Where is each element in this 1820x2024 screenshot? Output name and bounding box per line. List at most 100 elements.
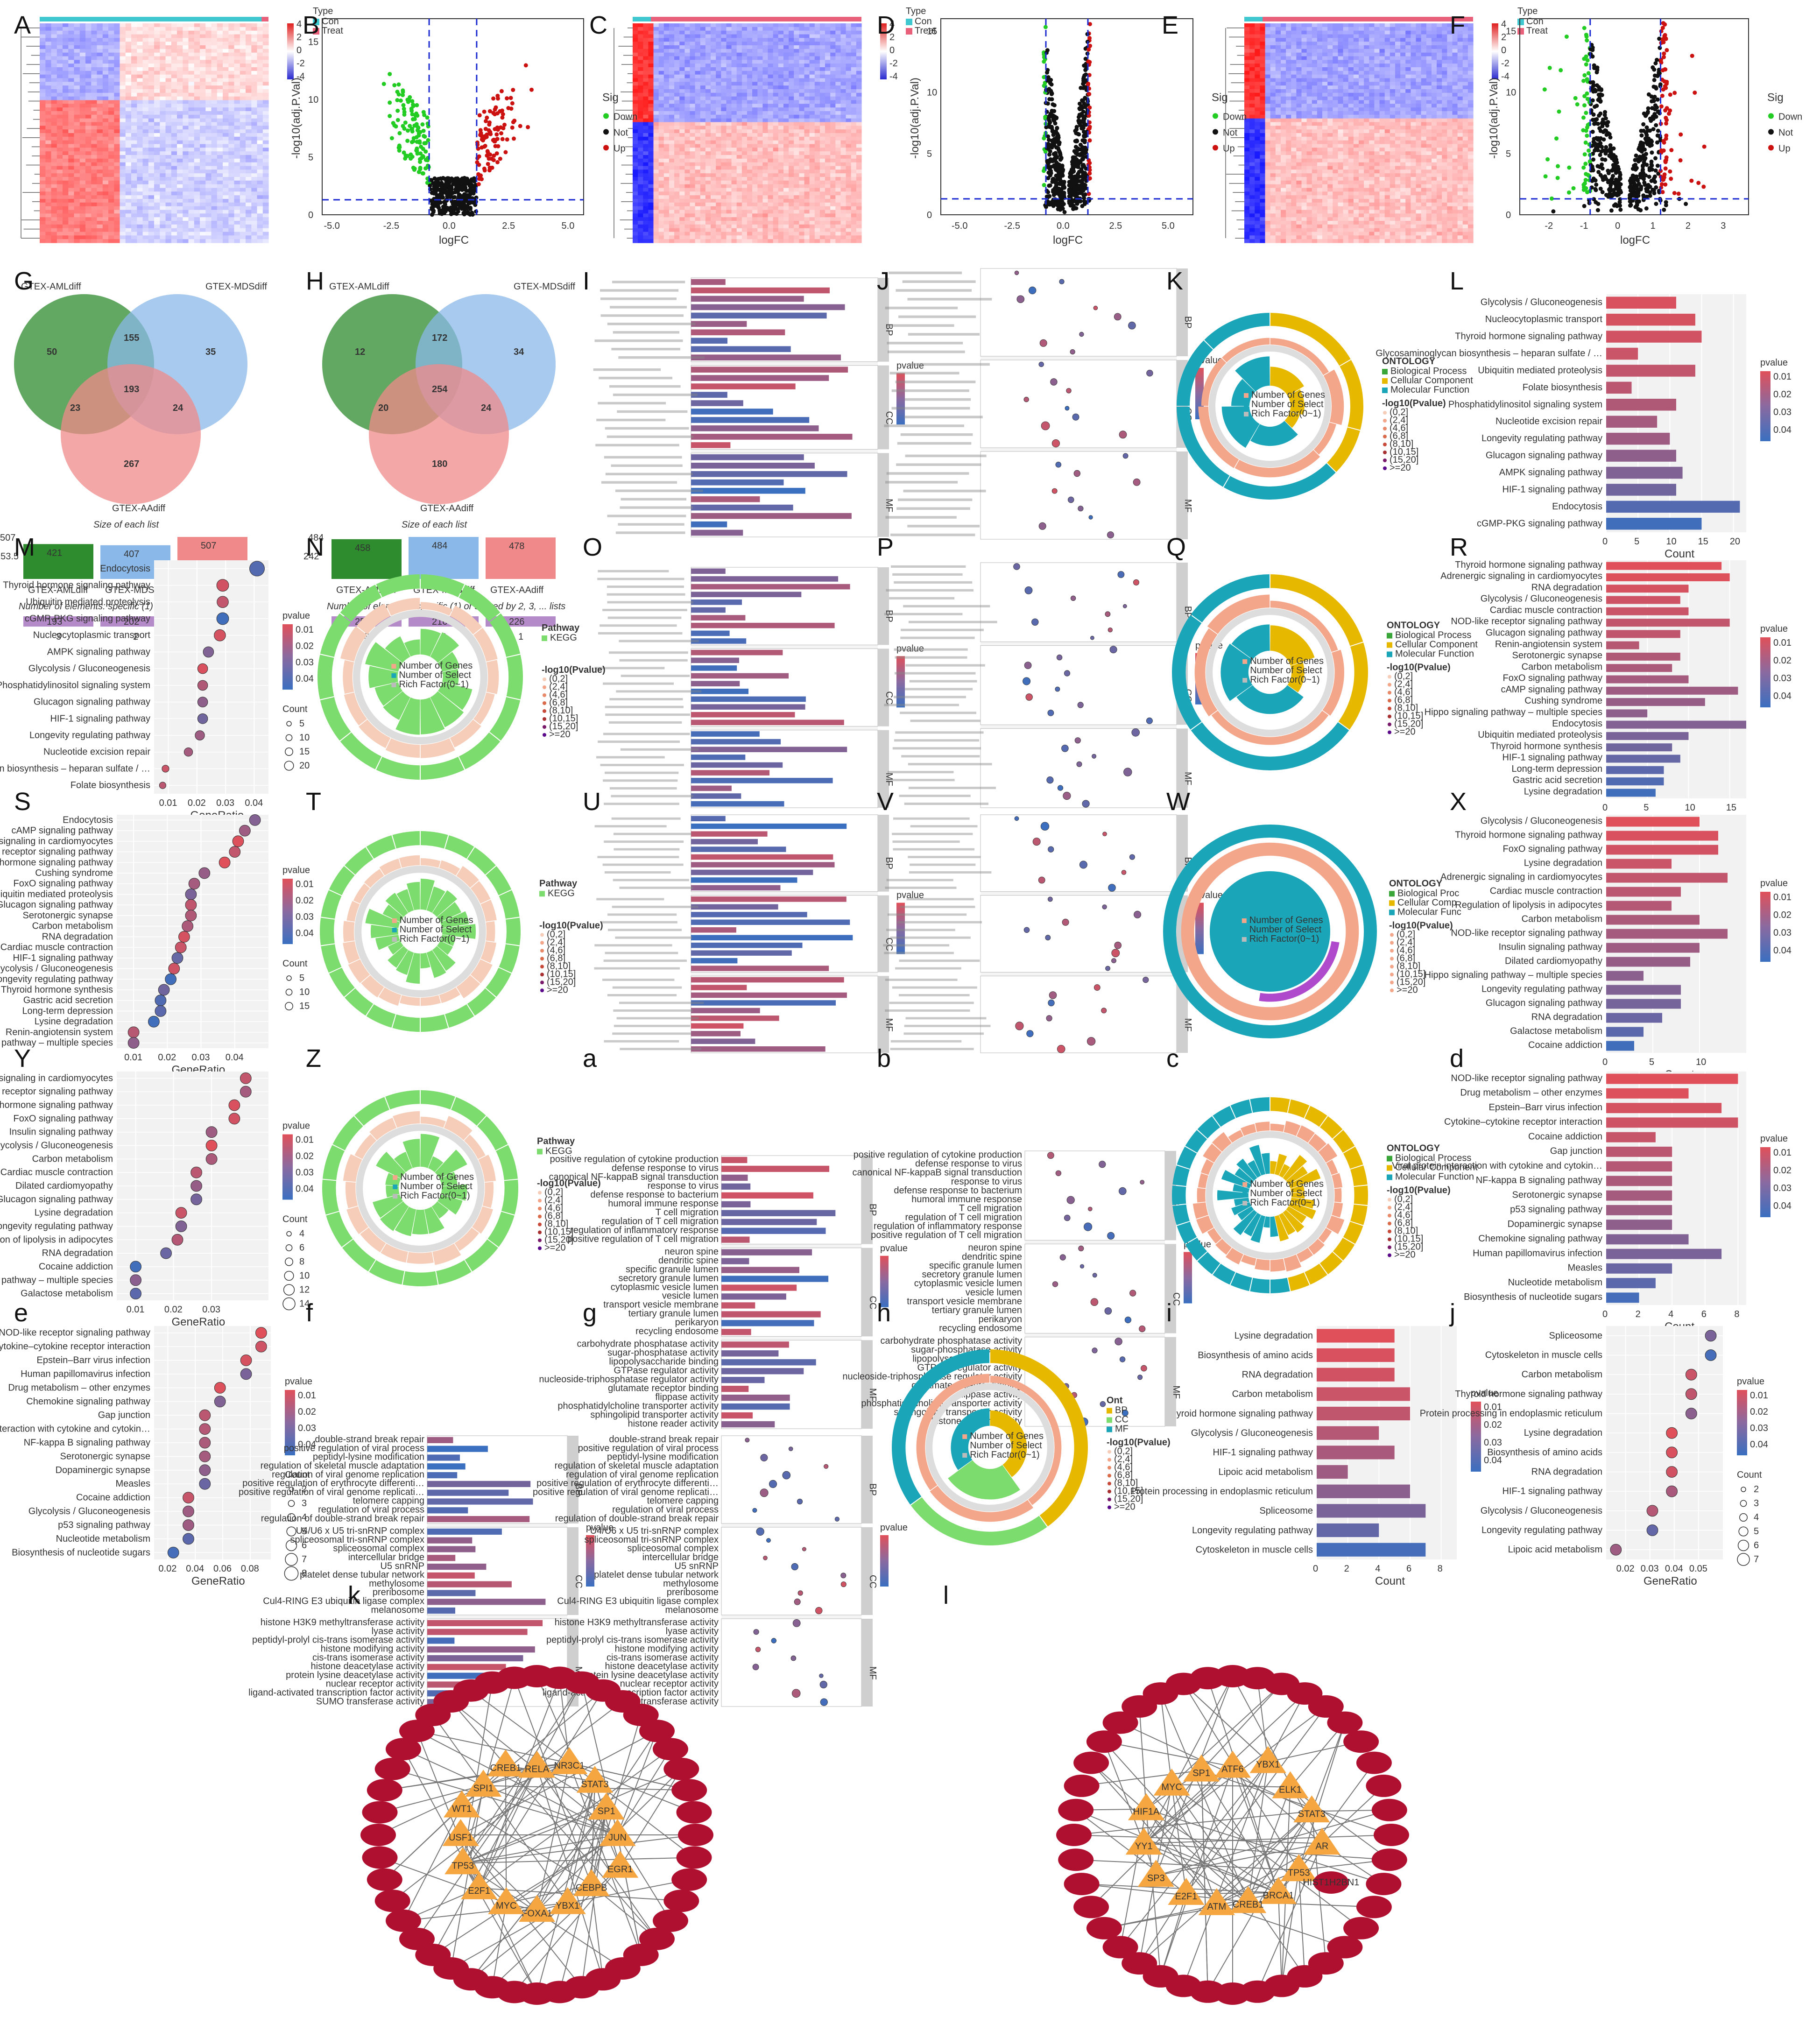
heat-cell <box>741 126 748 130</box>
heat-cell <box>736 111 742 115</box>
heat-cell <box>633 232 638 236</box>
heat-cell <box>251 126 258 130</box>
heat-cell <box>188 42 195 46</box>
heat-cell <box>63 235 69 240</box>
heat-cell <box>205 206 212 211</box>
heat-cell <box>814 114 820 119</box>
heat-cell <box>783 122 789 126</box>
heat-cell <box>45 202 52 207</box>
heat-cell <box>830 100 836 104</box>
heat-cell <box>154 235 160 240</box>
heat-cell <box>211 221 218 225</box>
heat-cell <box>177 217 183 221</box>
heat-cell <box>721 30 727 35</box>
heat-cell <box>211 217 218 221</box>
heat-cell <box>97 206 103 211</box>
heat-cell <box>246 104 252 108</box>
heat-cell <box>638 111 643 115</box>
heat-cell <box>773 107 779 112</box>
heat-cell <box>246 67 252 71</box>
heat-cell <box>819 56 825 60</box>
heat-cell <box>773 221 779 225</box>
heat-cell <box>205 180 212 185</box>
heat-cell <box>177 155 183 159</box>
heat-cell <box>211 78 218 82</box>
heat-cell <box>814 67 820 71</box>
heat-cell <box>684 148 691 152</box>
heat-cell <box>200 210 206 214</box>
heat-cell <box>778 74 784 79</box>
heat-cell <box>102 173 109 177</box>
heat-cell <box>633 114 638 119</box>
heat-cell <box>794 122 799 126</box>
heat-cell <box>160 129 166 134</box>
heat-cell <box>63 63 69 68</box>
heat-cell <box>757 210 763 214</box>
heat-cell <box>663 60 670 64</box>
heat-cell <box>690 85 696 90</box>
heat-cell <box>108 78 114 82</box>
heat-cell <box>63 34 69 38</box>
heat-cell <box>695 136 701 141</box>
heat-cell <box>200 180 206 185</box>
heat-cell <box>40 158 46 163</box>
heat-cell <box>658 111 664 115</box>
heat-cell <box>251 52 258 57</box>
heat-cell <box>757 96 763 101</box>
heat-cell <box>137 52 143 57</box>
heat-cell <box>240 114 246 119</box>
heat-cell <box>783 144 789 148</box>
heat-cell <box>234 82 240 86</box>
heat-cell <box>814 173 820 177</box>
heat-cell <box>674 206 680 211</box>
heat-cell <box>752 104 758 108</box>
heat-cell <box>778 232 784 236</box>
heat-cell <box>690 169 696 174</box>
heat-cell <box>200 148 206 152</box>
heat-cell <box>736 45 742 49</box>
heat-cell <box>757 184 763 189</box>
heat-cell <box>752 52 758 57</box>
heat-cell <box>262 85 269 90</box>
heat-cell <box>726 202 732 207</box>
heat-cell <box>799 228 805 233</box>
heat-cell <box>783 85 789 90</box>
heat-cell <box>217 195 223 199</box>
heat-cell <box>240 85 246 90</box>
heat-cell <box>85 195 92 199</box>
heat-cell <box>819 206 825 211</box>
heat-cell <box>736 82 742 86</box>
heat-cell <box>257 213 263 218</box>
heat-cell <box>205 27 212 31</box>
heat-cell <box>638 126 643 130</box>
heat-cell <box>240 52 246 57</box>
heat-cell <box>716 169 721 174</box>
heat-cell <box>695 148 701 152</box>
heat-cell <box>205 221 212 225</box>
heat-cell <box>154 136 160 141</box>
heat-cell <box>711 104 716 108</box>
heat-cell <box>663 96 670 101</box>
heat-cell <box>108 232 114 236</box>
heat-cell <box>125 191 132 196</box>
heat-cell <box>819 27 825 31</box>
heat-cell <box>679 148 685 152</box>
heat-cell <box>40 85 46 90</box>
heat-cell <box>102 235 109 240</box>
heat-cell <box>91 144 98 148</box>
heat-cell <box>125 232 132 236</box>
heat-cell <box>45 217 52 221</box>
heat-cell <box>804 49 810 53</box>
heat-cell <box>240 224 246 229</box>
heat-cell <box>142 111 149 115</box>
heat-cell <box>679 114 685 119</box>
heat-cell <box>240 27 246 31</box>
heat-cell <box>114 89 120 93</box>
heat-cell <box>223 78 229 82</box>
heat-cell <box>217 92 223 97</box>
heat-cell <box>74 239 80 243</box>
heat-cell <box>91 184 98 189</box>
heat-cell <box>638 158 643 163</box>
heat-cell <box>716 60 721 64</box>
heat-cell <box>51 71 57 75</box>
